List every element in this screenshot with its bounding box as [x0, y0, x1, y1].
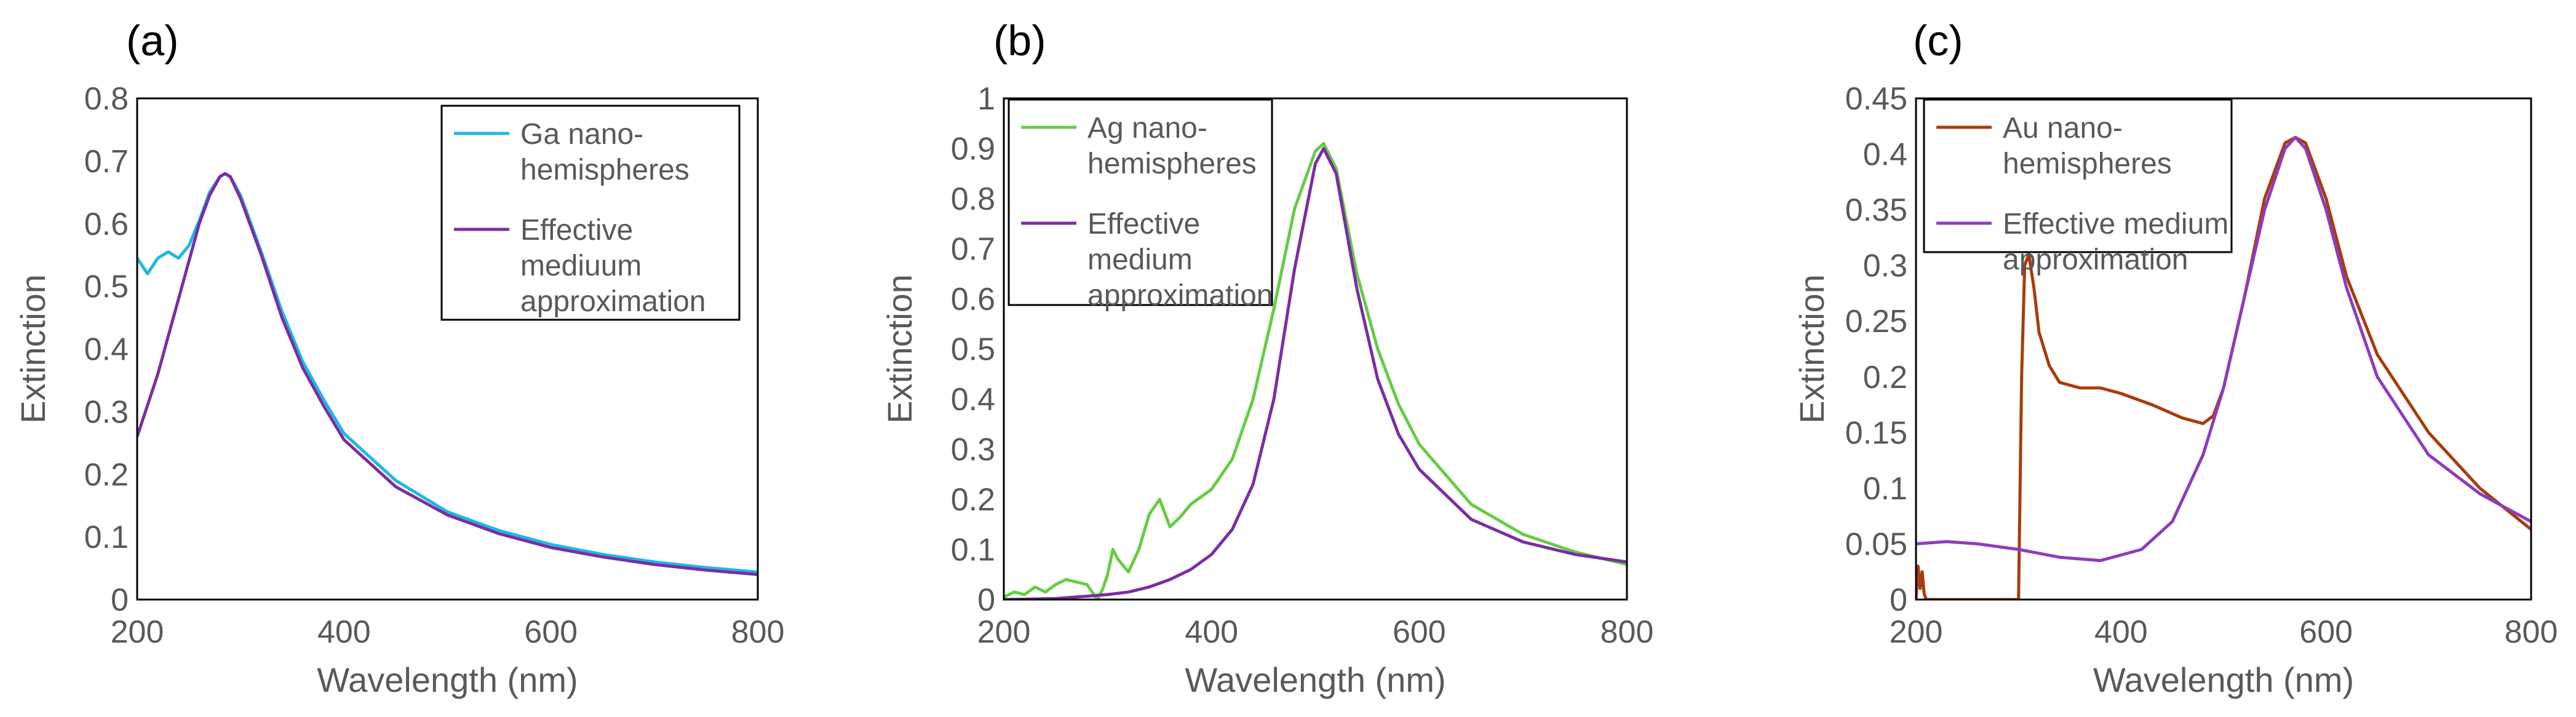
- x-tick-label: 800: [731, 614, 785, 650]
- legend-label: hemispheres: [1087, 148, 1257, 180]
- x-tick-label: 400: [317, 614, 371, 650]
- y-axis-title: Extinction: [14, 274, 52, 424]
- x-tick-label: 600: [2299, 614, 2353, 650]
- y-tick-label: 0.7: [84, 144, 129, 180]
- x-tick-label: 800: [2505, 614, 2558, 650]
- y-tick-label: 0.8: [84, 81, 129, 117]
- y-tick-label: 0: [977, 582, 995, 618]
- y-tick-label: 0.45: [1845, 81, 1907, 117]
- x-tick-label: 600: [524, 614, 578, 650]
- legend-label: Effective medium: [2003, 208, 2228, 240]
- x-tick-label: 200: [977, 614, 1031, 650]
- y-tick-label: 0.1: [1863, 471, 1907, 507]
- y-tick-label: 0: [111, 582, 129, 618]
- y-tick-label: 0.3: [951, 432, 995, 468]
- plot-frame: [1915, 97, 2532, 601]
- panel-b: 0 0.1 0.2 0.3 0.4 0.5 0.6 0.7 0.8 0.9 1 200 400 600 80…: [880, 17, 1653, 699]
- legend-label: Ag nano-: [1087, 112, 1207, 145]
- x-tick-label: 800: [1600, 614, 1654, 650]
- legend-label: approximation: [1087, 279, 1273, 312]
- x-axis-title: Wavelength (nm): [317, 660, 578, 699]
- legend-label: Effective: [1087, 208, 1200, 240]
- y-tick-label: 0.3: [1863, 248, 1907, 284]
- y-tick-label: 0.6: [951, 282, 995, 317]
- legend-label: approximation: [520, 285, 706, 318]
- legend-box: [440, 105, 741, 321]
- panel-c: 0 0.05 0.1 0.15 0.2 0.25 0.3 0.35 0.4 0.45 200 400 6…: [1792, 17, 2558, 699]
- series-line-0: [1004, 141, 1627, 600]
- x-tick-label: 400: [2094, 614, 2148, 650]
- series-line-1: [137, 172, 758, 576]
- series-line-1: [1916, 135, 2531, 563]
- legend-box: [1923, 98, 2233, 253]
- y-tick-label: 0.35: [1845, 192, 1907, 228]
- legend-label: hemispheres: [520, 154, 690, 186]
- y-tick-label: 0.2: [1863, 360, 1907, 395]
- legend-label: Ga nano-: [520, 118, 643, 151]
- x-tick-label: 600: [1393, 614, 1446, 650]
- y-tick-label: 0.6: [84, 207, 129, 242]
- legend-label: mediuum: [520, 250, 642, 282]
- y-tick-label: 0.4: [84, 332, 129, 368]
- y-tick-label: 0.7: [951, 232, 995, 267]
- x-tick-label: 400: [1185, 614, 1238, 650]
- y-tick-label: 0.4: [1863, 137, 1907, 173]
- plot-frame: [1003, 97, 1628, 601]
- y-axis-title: Extinction: [880, 274, 919, 424]
- y-tick-label: 1: [977, 81, 995, 117]
- y-tick-label: 0.4: [951, 382, 995, 418]
- legend-label: Effective: [520, 214, 633, 247]
- x-tick-label: 200: [1890, 614, 1943, 650]
- y-tick-label: 0.5: [84, 269, 129, 305]
- x-tick-label: 200: [111, 614, 164, 650]
- y-tick-label: 0.2: [951, 482, 995, 518]
- legend-label: hemispheres: [2003, 148, 2172, 180]
- y-axis-title: Extinction: [1792, 274, 1831, 424]
- series-line-0: [1916, 135, 2531, 600]
- legend-box: [1008, 98, 1273, 306]
- legend-label: medium: [1087, 244, 1193, 276]
- y-tick-label: 0.9: [951, 132, 995, 167]
- x-axis-title: Wavelength (nm): [1185, 660, 1445, 699]
- y-tick-label: 0.25: [1845, 304, 1907, 339]
- y-tick-label: 0.8: [951, 181, 995, 217]
- y-tick-label: 0.15: [1845, 415, 1907, 451]
- series-line-1: [1004, 147, 1627, 600]
- y-tick-label: 0.3: [84, 394, 129, 430]
- plot-frame: [136, 97, 759, 601]
- panel-label: (c): [1913, 17, 1963, 65]
- y-tick-label: 0.5: [951, 332, 995, 368]
- legend-label: Au nano-: [2003, 112, 2123, 145]
- y-tick-label: 0.1: [951, 533, 995, 568]
- panel-label: (b): [993, 17, 1046, 65]
- y-tick-label: 0: [1890, 582, 1907, 618]
- y-tick-label: 0.05: [1845, 526, 1907, 562]
- y-tick-label: 0.2: [84, 457, 129, 493]
- legend-label: approximation: [2003, 244, 2188, 276]
- x-axis-title: Wavelength (nm): [2093, 660, 2354, 699]
- y-tick-label: 0.1: [84, 520, 129, 555]
- panel-label: (a): [126, 17, 179, 65]
- panel-a: 0 0.1 0.2 0.3 0.4 0.5 0.6 0.7 0.8 200 400 600 800 Wav…: [14, 17, 784, 699]
